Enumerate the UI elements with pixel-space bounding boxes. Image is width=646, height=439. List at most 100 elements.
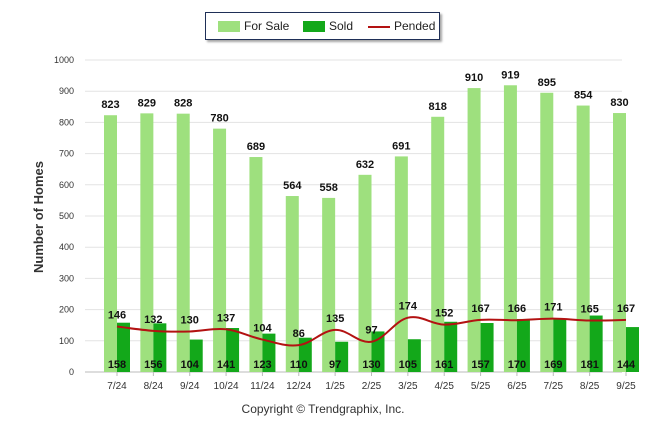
data-label-sold: 161	[435, 359, 453, 371]
data-label-sold: 130	[362, 359, 380, 371]
data-label-pended: 132	[144, 314, 162, 326]
data-label-sold: 170	[508, 359, 526, 371]
data-label-for-sale: 828	[174, 98, 192, 110]
y-tick-label: 900	[59, 86, 74, 96]
data-label-pended: 137	[217, 312, 235, 324]
bar-for-sale	[322, 197, 336, 372]
legend-label-for-sale: For Sale	[244, 19, 290, 33]
bar-for-sale	[358, 174, 372, 372]
bar-for-sale	[213, 128, 227, 372]
legend-label-sold: Sold	[329, 19, 354, 33]
bar-sold	[589, 315, 603, 372]
data-label-sold: 110	[290, 359, 308, 371]
x-tick-label: 9/25	[616, 381, 636, 392]
data-label-for-sale: 632	[356, 159, 374, 171]
legend-label-pended: Pended	[394, 19, 436, 33]
bar-sold	[262, 333, 276, 372]
bar-sold	[226, 328, 240, 372]
data-label-pended: 97	[365, 325, 377, 337]
data-label-pended: 130	[181, 314, 199, 326]
data-label-for-sale: 829	[138, 97, 156, 109]
data-label-for-sale: 830	[610, 97, 628, 109]
x-tick-label: 12/24	[286, 381, 311, 392]
bar-sold	[117, 322, 130, 372]
bar-sold	[407, 339, 421, 372]
x-tick-label: 3/25	[398, 381, 418, 392]
data-label-pended: 86	[293, 328, 305, 340]
x-tick-label: 11/24	[250, 381, 275, 392]
legend-swatch-for-sale	[218, 21, 240, 32]
data-label-pended: 104	[253, 323, 272, 335]
y-tick-label: 300	[59, 273, 74, 283]
data-label-sold: 158	[108, 359, 126, 371]
y-tick-label: 700	[59, 149, 74, 159]
bar-for-sale	[104, 115, 117, 372]
data-label-sold: 144	[617, 359, 636, 371]
bar-for-sale	[467, 88, 481, 372]
legend: For Sale Sold Pended	[205, 12, 440, 40]
x-tick-label: 8/25	[580, 381, 600, 392]
data-label-sold: 141	[217, 359, 235, 371]
bar-for-sale	[285, 196, 299, 372]
x-tick-label: 1/25	[325, 381, 345, 392]
bar-sold	[335, 341, 349, 372]
y-tick-label: 100	[59, 336, 74, 346]
bar-sold	[153, 323, 167, 372]
bar-sold	[298, 337, 312, 372]
y-tick-label: 0	[69, 367, 74, 377]
y-tick-label: 200	[59, 305, 74, 315]
x-tick-label: 8/24	[144, 381, 164, 392]
bar-sold	[516, 318, 530, 372]
x-tick-label: 10/24	[214, 381, 239, 392]
data-label-sold: 123	[253, 359, 271, 371]
data-label-sold: 169	[544, 359, 562, 371]
bar-for-sale	[431, 116, 445, 372]
bar-sold	[553, 319, 567, 372]
data-label-for-sale: 823	[101, 99, 119, 111]
data-label-pended: 167	[617, 303, 635, 315]
bar-for-sale	[576, 105, 590, 372]
bar-for-sale	[249, 157, 263, 372]
data-label-pended: 152	[435, 308, 453, 320]
data-label-for-sale: 854	[574, 90, 593, 102]
data-label-for-sale: 910	[465, 72, 483, 84]
data-label-pended: 174	[399, 301, 418, 313]
data-label-sold: 97	[329, 359, 341, 371]
x-tick-label: 4/25	[434, 381, 454, 392]
legend-swatch-pended	[368, 26, 390, 28]
data-label-for-sale: 691	[392, 140, 410, 152]
copyright-text: Copyright © Trendgraphix, Inc.	[241, 402, 405, 416]
data-label-pended: 165	[580, 304, 598, 316]
data-label-for-sale: 564	[283, 180, 302, 192]
x-tick-label: 7/24	[107, 381, 127, 392]
bar-for-sale	[140, 113, 154, 373]
bar-for-sale	[176, 113, 190, 372]
x-tick-label: 5/25	[471, 381, 491, 392]
data-label-for-sale: 919	[501, 69, 519, 81]
x-tick-label: 7/25	[544, 381, 564, 392]
data-label-sold: 156	[144, 359, 162, 371]
y-tick-label: 600	[59, 180, 74, 190]
line-pended	[116, 316, 627, 347]
data-label-sold: 105	[399, 359, 417, 371]
x-tick-label: 6/25	[507, 381, 527, 392]
data-label-sold: 104	[181, 359, 200, 371]
data-label-pended: 171	[544, 302, 562, 314]
bar-for-sale	[613, 113, 626, 372]
data-label-for-sale: 818	[429, 101, 447, 113]
y-tick-label: 500	[59, 211, 74, 221]
x-tick-label: 9/24	[180, 381, 200, 392]
bar-for-sale	[540, 92, 554, 372]
bar-sold	[444, 321, 458, 372]
bar-sold	[626, 327, 639, 372]
data-label-pended: 166	[508, 303, 526, 315]
y-tick-label: 1000	[54, 55, 74, 65]
bar-for-sale	[394, 156, 408, 372]
y-tick-label: 800	[59, 117, 74, 127]
data-label-pended: 167	[471, 303, 489, 315]
data-label-pended: 146	[108, 309, 126, 321]
data-label-pended: 135	[326, 313, 344, 325]
x-tick-label: 2/25	[362, 381, 382, 392]
